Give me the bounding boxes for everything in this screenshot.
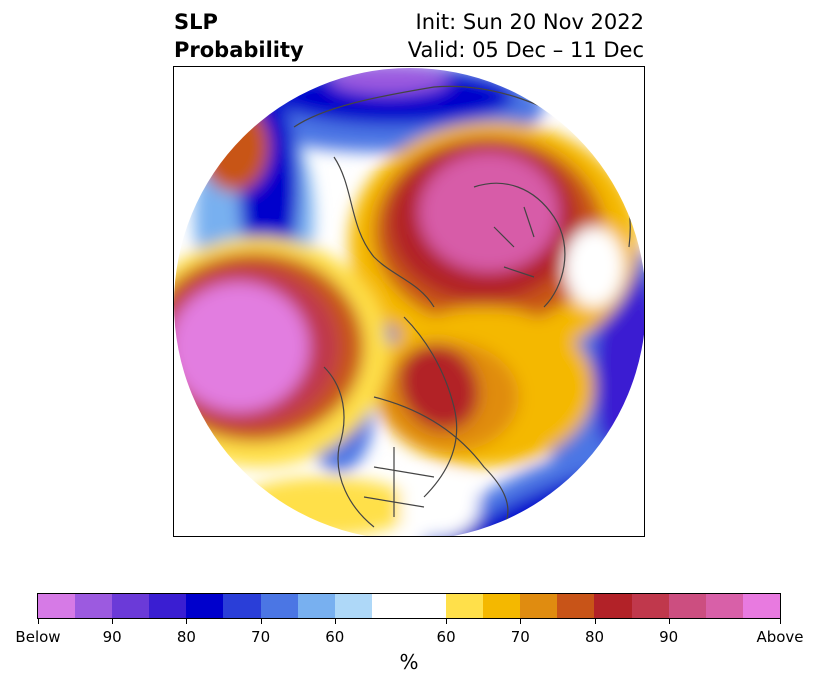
colorbar-tick-label: Below xyxy=(15,628,61,646)
colorbar-swatch xyxy=(631,594,669,618)
magenta-pacific xyxy=(174,282,309,412)
colorbar-tick-mark xyxy=(668,619,670,624)
colorbar-swatch xyxy=(334,594,372,618)
colorbar-swatch xyxy=(594,594,632,618)
title-slp: SLP xyxy=(174,10,218,34)
valid-range: Valid: 05 Dec – 11 Dec xyxy=(407,38,644,62)
orange-northwest xyxy=(199,102,269,192)
colorbar-swatch xyxy=(520,594,558,618)
border-russia xyxy=(473,182,566,308)
colorbar-tick-mark xyxy=(38,619,39,624)
colorbar-tick-label: 90 xyxy=(102,628,122,646)
title-right: Init: Sun 20 Nov 2022 Valid: 05 Dec – 11… xyxy=(408,8,644,64)
coastline-hudson xyxy=(373,396,509,528)
neutral-urals xyxy=(564,227,624,307)
map-svg xyxy=(174,68,644,536)
colorbar-swatch xyxy=(742,594,780,618)
borders-usa xyxy=(363,447,435,517)
colorbar-tick-mark xyxy=(112,619,114,624)
coastline-westcoast xyxy=(323,366,375,528)
yellow-south xyxy=(234,477,414,536)
colorbar-tick-label: 70 xyxy=(510,628,530,646)
colorbar-swatch xyxy=(371,594,447,618)
colorbar-tick-mark xyxy=(334,619,336,624)
colorbar-tick-label: 90 xyxy=(659,628,679,646)
init-date: Init: Sun 20 Nov 2022 xyxy=(415,10,644,34)
colorbar-tick-mark xyxy=(594,619,596,624)
colorbar-label: % xyxy=(399,650,419,674)
colorbar-tick-mark xyxy=(260,619,262,624)
colorbar-swatch xyxy=(38,594,76,618)
colorbar-swatch xyxy=(75,594,113,618)
colorbar-tick-mark xyxy=(520,619,522,624)
colorbar-tick-label: 60 xyxy=(436,628,456,646)
probability-map xyxy=(173,66,645,537)
borders-asia xyxy=(493,206,535,278)
colorbar xyxy=(37,593,781,619)
colorbar-tick-label: 60 xyxy=(325,628,345,646)
colorbar-tick-mark xyxy=(446,619,448,624)
colorbar-swatch xyxy=(483,594,521,618)
colorbar-tick-label: 70 xyxy=(251,628,271,646)
colorbar-swatch xyxy=(112,594,150,618)
colorbar-tick-label: Above xyxy=(756,628,804,646)
neutral-us xyxy=(399,477,479,536)
colorbar-swatch xyxy=(705,594,743,618)
colorbar-swatch xyxy=(260,594,298,618)
magenta-eurasia xyxy=(419,152,559,272)
title-probability: Probability xyxy=(174,38,304,62)
colorbar-tick-mark xyxy=(186,619,188,624)
coastline-greenland xyxy=(403,316,458,498)
colorbar-tick-mark xyxy=(780,619,781,624)
colorbar-swatch xyxy=(557,594,595,618)
coastline-scandinavia xyxy=(333,156,435,308)
colorbar-swatch xyxy=(223,594,261,618)
colorbar-swatch xyxy=(186,594,224,618)
colorbar-tick-label: 80 xyxy=(584,628,605,646)
colorbar-swatch xyxy=(297,594,335,618)
colorbar-swatch xyxy=(668,594,706,618)
colorbar-tick-label: 80 xyxy=(176,628,196,646)
colorbar-swatch xyxy=(446,594,484,618)
red-hudson xyxy=(399,343,479,431)
colorbar-swatch xyxy=(149,594,187,618)
title-left: SLP Probability xyxy=(174,8,304,64)
